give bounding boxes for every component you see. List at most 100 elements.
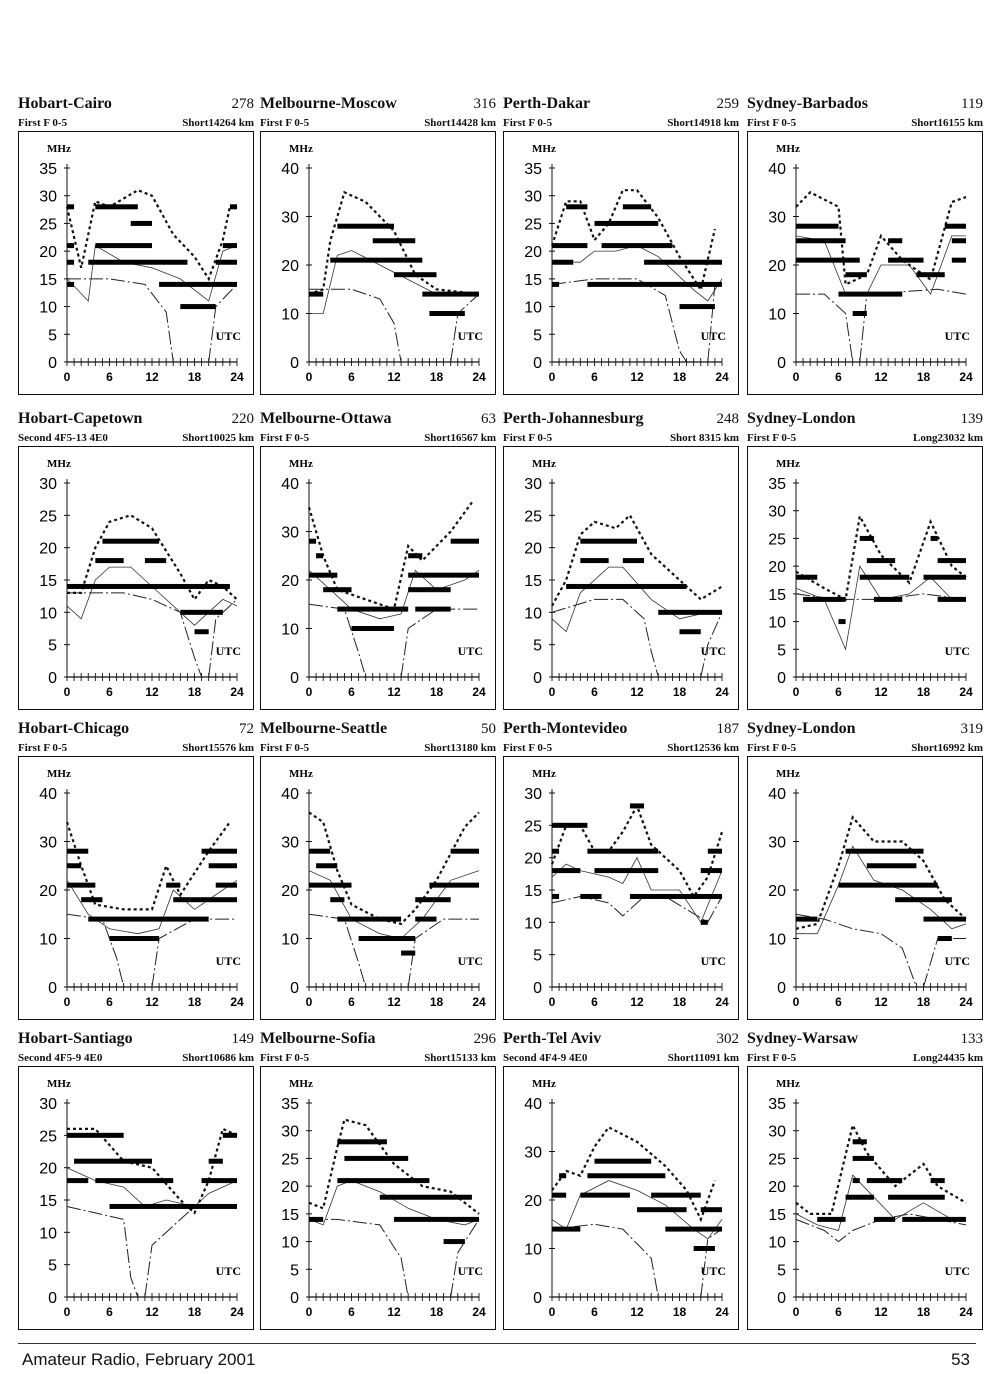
band-bar — [309, 572, 338, 578]
y-axis-label: MHz — [289, 1078, 313, 1090]
chart-frame: MHz 0 5 10 15 20 25 30 35 0 6 12 18 24 UTC — [260, 1066, 496, 1330]
band-bar — [580, 558, 609, 564]
band-bar — [229, 204, 237, 210]
y-tick-label: 20 — [39, 244, 57, 261]
band-bar — [845, 1194, 874, 1200]
y-axis-label: MHz — [289, 458, 313, 470]
band-bar — [923, 916, 966, 922]
band-bar — [309, 1216, 324, 1222]
y-tick-label: 5 — [48, 1258, 57, 1275]
band-bar — [173, 897, 237, 903]
y-tick-label: 30 — [524, 1145, 542, 1162]
y-tick-label: 40 — [768, 161, 786, 178]
y-axis-label: MHz — [47, 458, 71, 470]
band-bar — [81, 897, 103, 903]
x-tick-label: 12 — [874, 1305, 888, 1319]
x-tick-label: 0 — [64, 1305, 71, 1319]
chart-mode: First F 0-5 — [260, 117, 310, 129]
luf-curve — [400, 608, 479, 678]
y-tick-label: 5 — [533, 638, 542, 655]
band-bar — [309, 848, 331, 854]
x-tick-label: 12 — [145, 370, 159, 384]
chart-title: Perth-Johannesburg — [503, 410, 644, 427]
band-bar — [408, 572, 479, 578]
band-bar — [693, 1246, 715, 1251]
y-tick-label: 0 — [48, 670, 57, 687]
band-bar — [394, 1216, 479, 1222]
band-bar — [902, 1216, 966, 1222]
x-tick-label: 0 — [793, 685, 800, 699]
y-tick-label: 5 — [533, 327, 542, 344]
band-bar — [88, 259, 188, 265]
y-tick-label: 10 — [39, 932, 57, 949]
x-tick-label: 12 — [387, 370, 401, 384]
x-axis-label: UTC — [216, 644, 241, 658]
chart-path: Short13180 km — [424, 742, 496, 754]
propagation-chart: Perth-Tel Aviv 302 Second 4F4-9 4E0 Short11… — [503, 1030, 739, 1330]
chart-frame: MHz 0 10 20 30 40 0 6 12 18 24 UTC — [260, 446, 496, 710]
chart-plot: MHz 0 10 20 30 40 0 6 12 18 24 UTC — [524, 1078, 729, 1319]
y-tick-label: 5 — [48, 638, 57, 655]
y-tick-label: 40 — [768, 786, 786, 803]
x-axis-label: UTC — [701, 329, 726, 343]
band-bar — [130, 220, 152, 226]
y-tick-label: 20 — [524, 244, 542, 261]
band-bar — [651, 1192, 701, 1198]
y-tick-label: 30 — [281, 210, 299, 227]
muf-curve — [67, 1127, 238, 1215]
band-bar — [845, 272, 867, 278]
band-bar — [888, 257, 924, 263]
x-tick-label: 0 — [793, 370, 800, 384]
band-bar — [552, 281, 560, 287]
x-tick-label: 18 — [188, 685, 202, 699]
band-bar — [323, 587, 352, 593]
band-bar — [937, 936, 952, 941]
y-tick-label: 10 — [39, 605, 57, 622]
band-bar — [351, 626, 394, 631]
band-bar — [552, 893, 560, 899]
x-tick-label: 18 — [430, 995, 444, 1009]
y-tick-label: 0 — [777, 980, 786, 997]
x-axis-label: UTC — [701, 954, 726, 968]
propagation-chart: Melbourne-Seattle 50 First F 0-5 Short13180… — [260, 720, 496, 1020]
x-axis-label: UTC — [458, 1264, 483, 1278]
propagation-chart: Hobart-Santiago 149 Second 4F5-9 4E0 Short1… — [18, 1030, 254, 1330]
band-bar — [866, 863, 917, 869]
y-tick-label: 0 — [290, 355, 299, 372]
band-bar — [859, 574, 910, 580]
band-bar — [309, 291, 324, 297]
chart-mode: First F 0-5 — [18, 117, 68, 129]
band-bar — [429, 311, 465, 316]
y-axis-label: MHz — [776, 768, 800, 780]
x-tick-label: 6 — [348, 995, 355, 1009]
band-bar — [580, 1192, 630, 1198]
band-bar — [415, 916, 437, 922]
y-axis-label: MHz — [532, 458, 556, 470]
x-tick-label: 24 — [959, 995, 973, 1009]
luf-curve — [700, 612, 723, 678]
band-bar — [109, 1203, 237, 1209]
muf-curve — [795, 190, 967, 287]
band-bar — [838, 619, 846, 625]
band-bar — [194, 629, 209, 635]
y-axis-label: MHz — [776, 1078, 800, 1090]
band-bar — [201, 1178, 237, 1184]
chart-title: Melbourne-Seattle — [260, 720, 388, 737]
y-tick-label: 0 — [777, 670, 786, 687]
band-bar — [415, 897, 451, 903]
band-bar — [552, 848, 560, 854]
fot-curve — [795, 235, 966, 295]
x-tick-label: 0 — [306, 685, 313, 699]
luf-curve — [551, 278, 688, 363]
x-tick-label: 0 — [549, 685, 556, 699]
band-bar — [852, 1155, 874, 1161]
y-axis-label: MHz — [532, 143, 556, 155]
band-bar — [422, 291, 479, 297]
band-bar — [587, 1173, 666, 1179]
chart-number: 319 — [960, 721, 984, 737]
x-axis-label: UTC — [216, 954, 241, 968]
x-tick-label: 24 — [472, 685, 486, 699]
x-axis-label: UTC — [458, 644, 483, 658]
band-bar — [215, 882, 237, 888]
band-bar — [700, 919, 708, 925]
